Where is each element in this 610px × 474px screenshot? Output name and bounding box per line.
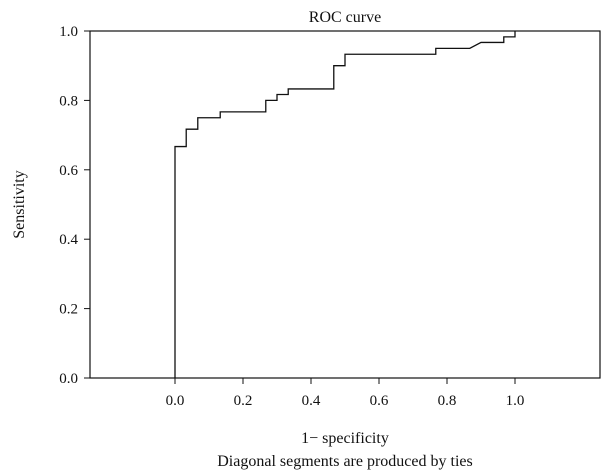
x-tick-label: 0.4 <box>302 393 321 409</box>
y-tick-label: 0.8 <box>59 93 78 109</box>
x-tick-label: 0.2 <box>234 393 253 409</box>
roc-series-line <box>174 31 516 378</box>
plot-frame <box>89 30 601 379</box>
x-tick-label: 0.6 <box>370 393 389 409</box>
y-tick-label: 0.6 <box>59 163 78 179</box>
y-tick-label: 1.0 <box>59 24 78 40</box>
y-tick-label: 0.4 <box>59 232 78 248</box>
chart-title: ROC curve <box>309 9 381 26</box>
y-tick-label: 0.0 <box>59 371 78 387</box>
x-axis-label: 1− specificity <box>301 430 389 447</box>
y-axis-label: Sensitivity <box>11 170 28 238</box>
x-tick-label: 1.0 <box>506 393 525 409</box>
x-tick-label: 0.0 <box>166 393 185 409</box>
x-tick-label: 0.8 <box>438 393 457 409</box>
chart-note: Diagonal segments are produced by ties <box>217 453 472 470</box>
plot-layer: 0.0 0.2 0.4 0.6 0.8 1.0 0.0 0.2 0.4 0.6 0.8 1.0 <box>59 24 601 409</box>
y-tick-label: 0.2 <box>59 302 78 318</box>
